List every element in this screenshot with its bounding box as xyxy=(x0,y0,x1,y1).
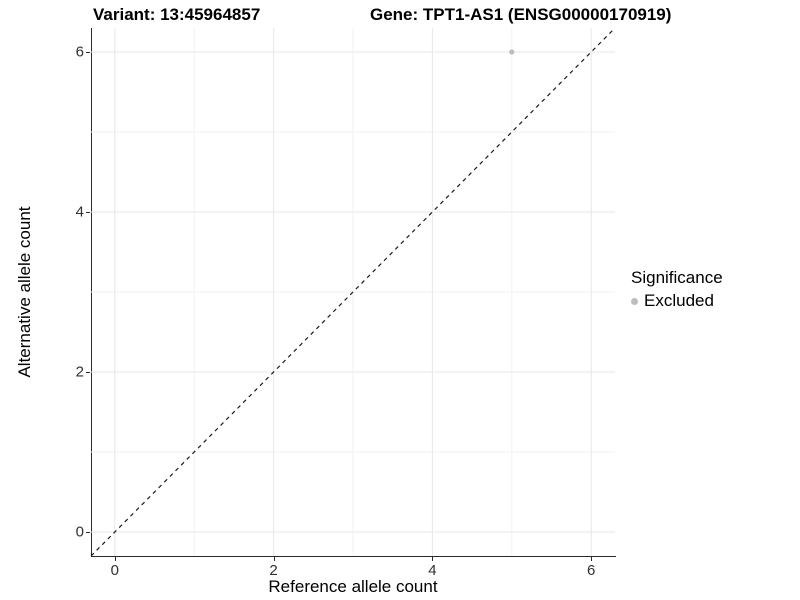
x-axis-title: Reference allele count xyxy=(268,577,438,596)
legend-title: Significance xyxy=(631,268,723,287)
x-tick-label: 4 xyxy=(428,562,437,579)
identity-dashed-line xyxy=(90,27,616,557)
x-tick-label: 2 xyxy=(269,562,278,579)
variant-title: Variant: 13:45964857 xyxy=(93,5,261,24)
legend: Significance Excluded xyxy=(631,268,723,311)
legend-item-excluded: Excluded xyxy=(631,291,723,311)
y-axis-title: Alternative allele count xyxy=(15,206,34,378)
plot-panel xyxy=(90,27,616,557)
legend-item-label: Excluded xyxy=(644,291,714,310)
x-tick-label: 0 xyxy=(110,562,119,579)
x-tick-mark xyxy=(591,557,593,561)
y-tick-mark xyxy=(86,212,90,213)
y-tick-label: 2 xyxy=(75,363,84,381)
x-tick-mark xyxy=(432,557,434,561)
x-axis-line xyxy=(91,556,616,557)
y-tick-label: 0 xyxy=(75,523,84,541)
panel-canvas xyxy=(90,27,616,557)
data-point xyxy=(509,49,515,55)
y-tick-mark xyxy=(86,532,90,533)
y-tick-mark xyxy=(86,372,90,373)
y-tick-mark xyxy=(86,52,90,53)
gene-title: Gene: TPT1-AS1 (ENSG00000170919) xyxy=(370,5,672,24)
excluded-point-swatch xyxy=(631,297,638,305)
y-tick-label: 4 xyxy=(75,203,84,221)
x-tick-mark xyxy=(114,557,116,561)
x-tick-label: 6 xyxy=(587,562,596,579)
y-tick-label: 6 xyxy=(75,43,84,61)
x-tick-mark xyxy=(273,557,275,561)
